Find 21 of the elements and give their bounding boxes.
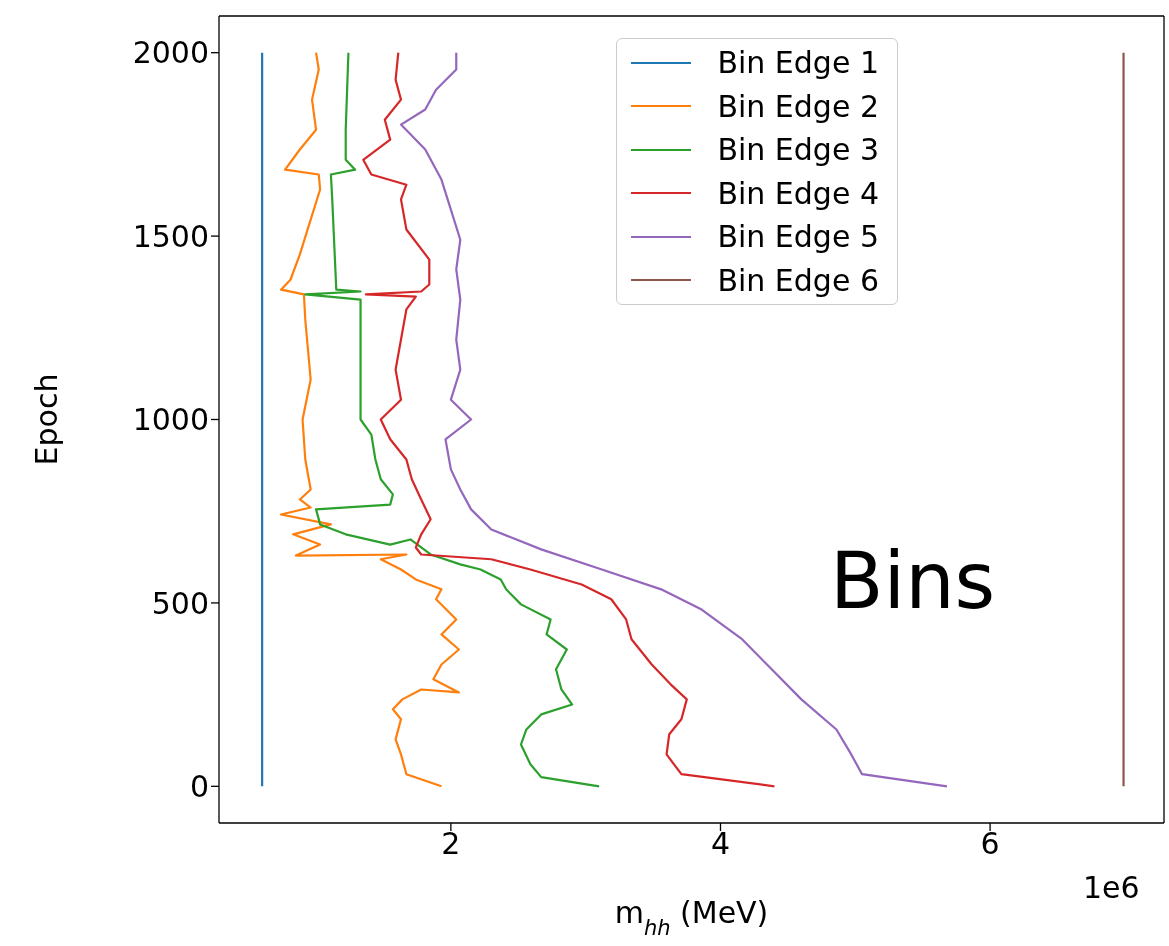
x-tick-label: 4 <box>710 826 731 862</box>
y-tick-label: 2000 <box>132 35 209 71</box>
x-tick-label: 2 <box>441 826 461 862</box>
text: 1e6 <box>1083 870 1140 905</box>
y-tick-label: 0 <box>189 768 209 804</box>
x-axis-title: m$_{hh}$ (MeV) <box>614 895 769 940</box>
y-axis-title: Epoch <box>28 373 64 466</box>
annotation: Bins <box>830 536 996 626</box>
y-tick-label: 1500 <box>132 218 209 254</box>
y-tick-label: 500 <box>151 585 209 621</box>
y-tick-label: 1000 <box>132 402 209 438</box>
line-series <box>362 51 776 788</box>
legend-label: Bin Edge 6 <box>717 261 879 300</box>
legend-label: Bin Edge 5 <box>717 218 879 256</box>
line-series <box>304 51 601 788</box>
x-tick-label: 6 <box>980 826 1000 862</box>
legend-label: Bin Edge 4 <box>717 174 879 213</box>
legend-label: Bin Edge 2 <box>717 87 879 126</box>
legend-label: Bin Edge 1 <box>717 44 879 82</box>
legend-label: Bin Edge 3 <box>717 131 879 169</box>
line-series <box>279 51 461 788</box>
